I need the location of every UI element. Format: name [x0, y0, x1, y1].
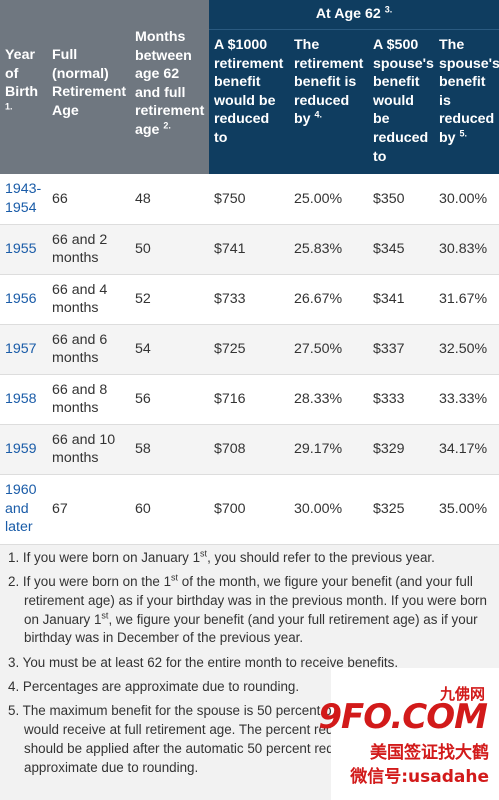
- table-row: 1955 66 and 2 months 50 $741 25.83% $345…: [0, 224, 499, 275]
- header-retirement-reduction: The retirement benefit is reduced by 4.: [289, 29, 368, 175]
- spouse-pct-cell: 30.83%: [439, 240, 488, 257]
- benefit-500-cell: $350: [373, 190, 405, 207]
- benefit-1000-cell: $750: [214, 190, 246, 207]
- year-cell: 1958: [5, 390, 37, 407]
- fra-cell: 66: [52, 190, 68, 207]
- header-spouse-reduction: The spouse's benefit is reduced by 5.: [434, 29, 499, 175]
- watermark-line-1: 美国签证找大鹤: [370, 743, 489, 763]
- table-row: 1956 66 and 4 months 52 $733 26.67% $341…: [0, 274, 499, 325]
- spouse-pct-cell: 35.00%: [439, 500, 488, 517]
- months-cell: 56: [135, 390, 151, 407]
- spouse-pct-cell: 32.50%: [439, 340, 488, 357]
- header-year-of-birth: Year of Birth 1.: [0, 0, 47, 175]
- benefit-1000-cell: $708: [214, 440, 246, 457]
- months-cell: 54: [135, 340, 151, 357]
- reduction-pct-cell: 28.33%: [294, 390, 343, 407]
- spouse-pct-cell: 34.17%: [439, 440, 488, 457]
- spouse-pct-cell: 30.00%: [439, 190, 488, 207]
- reduction-pct-cell: 29.17%: [294, 440, 343, 457]
- watermark-panel: [331, 668, 499, 800]
- header-at-age-62: At Age 62 3.: [209, 0, 499, 30]
- benefit-1000-cell: $716: [214, 390, 246, 407]
- table-row: 1943-1954 66 48 $750 25.00% $350 30.00%: [0, 174, 499, 225]
- footnote-4: 4. Percentages are approximate due to ro…: [8, 678, 300, 694]
- watermark-site-name: 九佛网: [439, 685, 485, 703]
- header-full-retirement-age: Full (normal) Retirement Age: [47, 0, 130, 175]
- benefit-500-cell: $345: [373, 240, 405, 257]
- months-cell: 60: [135, 500, 151, 517]
- fra-cell: 66 and 8 months: [52, 381, 108, 417]
- table-row: 1957 66 and 6 months 54 $725 27.50% $337…: [0, 324, 499, 375]
- year-cell: 1955: [5, 240, 37, 257]
- watermark-line-2: 微信号:usadahe: [350, 767, 489, 787]
- benefit-500-cell: $341: [373, 290, 405, 307]
- footnote-3: 3. You must be at least 62 for the entir…: [8, 654, 399, 670]
- benefit-1000-cell: $733: [214, 290, 246, 307]
- year-cell: 1957: [5, 340, 37, 357]
- fra-cell: 66 and 6 months: [52, 331, 108, 367]
- table-row: 1959 66 and 10 months 58 $708 29.17% $32…: [0, 424, 499, 475]
- months-cell: 48: [135, 190, 151, 207]
- benefit-1000-cell: $700: [214, 500, 246, 517]
- fra-cell: 66 and 10 months: [52, 431, 116, 467]
- reduction-pct-cell: 27.50%: [294, 340, 343, 357]
- year-cell: 1943-1954: [5, 181, 42, 216]
- reduction-pct-cell: 30.00%: [294, 500, 343, 517]
- year-cell: 1960 and later: [5, 482, 37, 536]
- year-cell: 1959: [5, 440, 37, 457]
- reduction-pct-cell: 26.67%: [294, 290, 343, 307]
- fra-cell: 66 and 4 months: [52, 281, 108, 317]
- table-row: 1958 66 and 8 months 56 $716 28.33% $333…: [0, 374, 499, 425]
- benefit-500-cell: $325: [373, 500, 405, 517]
- footnote-2: 2. If you were born on the 1st of the mo…: [8, 572, 487, 646]
- year-cell: 1956: [5, 290, 37, 307]
- benefit-reduction-table: Year of Birth 1. Full (normal) Retiremen…: [0, 0, 499, 545]
- months-cell: 50: [135, 240, 151, 257]
- reduction-pct-cell: 25.83%: [294, 240, 343, 257]
- header-1000-benefit: A $1000 retirement benefit would be redu…: [209, 29, 289, 175]
- months-cell: 52: [135, 290, 151, 307]
- spouse-pct-cell: 31.67%: [439, 290, 488, 307]
- benefit-1000-cell: $741: [214, 240, 246, 257]
- footnote-1: 1. If you were born on January 1st, you …: [8, 548, 435, 565]
- reduction-pct-cell: 25.00%: [294, 190, 343, 207]
- months-cell: 58: [135, 440, 151, 457]
- footnotes: 1. If you were born on January 1st, you …: [0, 544, 499, 778]
- fra-cell: 67: [52, 500, 68, 517]
- header-months-between: Months between age 62 and full retiremen…: [130, 0, 209, 175]
- benefit-500-cell: $329: [373, 440, 405, 457]
- table-row: 1960 and later 67 60 $700 30.00% $325 35…: [0, 474, 499, 545]
- benefit-1000-cell: $725: [214, 340, 246, 357]
- fra-cell: 66 and 2 months: [52, 231, 108, 267]
- benefit-500-cell: $337: [373, 340, 405, 357]
- watermark-logo: 9FO.COM: [318, 697, 488, 737]
- header-500-spouse-benefit: A $500 spouse's benefit would be reduced…: [368, 29, 434, 175]
- spouse-pct-cell: 33.33%: [439, 390, 488, 407]
- benefit-500-cell: $333: [373, 390, 405, 407]
